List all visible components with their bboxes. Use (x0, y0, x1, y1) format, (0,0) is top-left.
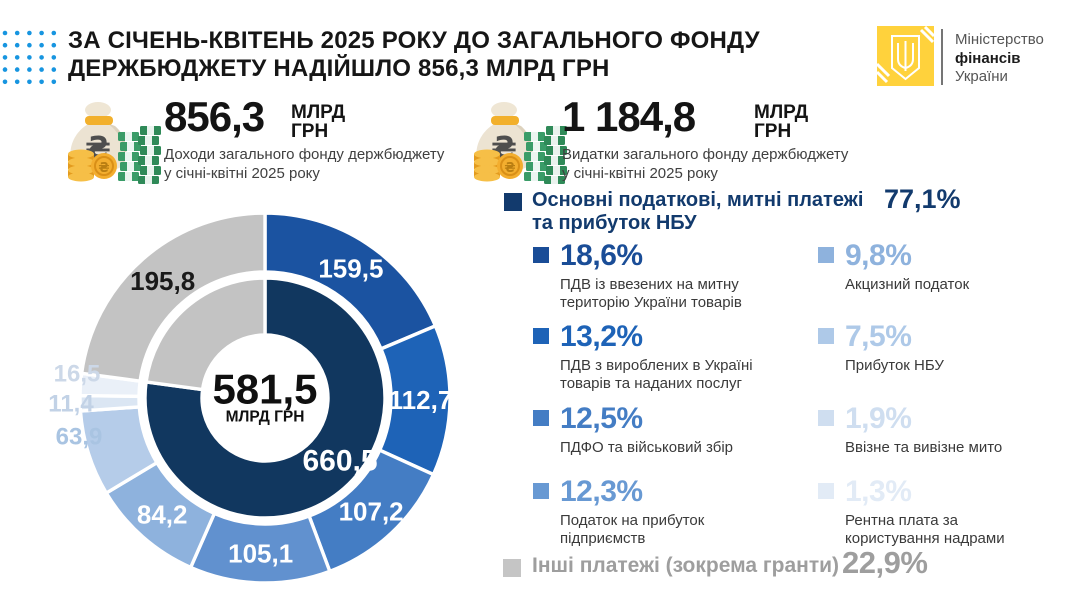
page-title-line1: ЗА СІЧЕНЬ-КВІТЕНЬ 2025 РОКУ ДО ЗАГАЛЬНОГ… (68, 27, 760, 54)
page-title-line2: ДЕРЖБЮДЖЕТУ НАДІЙШЛО 856,3 МЛРД ГРН (68, 54, 610, 82)
legend-item-nbu-profit: 7,5% Прибуток НБУ (818, 321, 944, 375)
legend-header-bullet-icon (504, 193, 522, 211)
legend-bullet-icon (533, 328, 549, 344)
legend-item-vat-import: 18,6% ПДВ із ввезених на митну територію … (533, 240, 742, 311)
legend-bullet-icon (533, 247, 549, 263)
svg-text:159,5: 159,5 (318, 253, 383, 283)
svg-text:МЛРД ГРН: МЛРД ГРН (226, 409, 305, 426)
revenue-description: Доходи загального фонду держбюджету у сі… (164, 146, 445, 182)
revenue-value: 856,3 (164, 93, 265, 140)
legend-item-vat-domestic: 13,2% ПДВ з вироблених в Україні товарів … (533, 321, 753, 392)
logo-text-line3: України (955, 68, 1008, 85)
legend-header-label: Основні податкові, митні платежі та приб… (532, 189, 864, 234)
legend-footer-label: Інші платежі (зокрема гранти) (532, 554, 840, 577)
svg-text:660,5: 660,5 (302, 445, 377, 478)
money-bag-icon (466, 96, 568, 184)
svg-text:581,5: 581,5 (212, 366, 317, 413)
legend-bullet-icon (818, 410, 834, 426)
legend-footer-bullet-icon (503, 559, 521, 577)
legend-item-excise: 9,8% Акцизний податок (818, 240, 969, 294)
svg-text:107,2: 107,2 (339, 497, 404, 527)
budget-donut-chart: 159,5 112,7 107,2 105,1 84,2 63,9 11,4 16,5 195,… (48, 211, 453, 585)
legend-item-customs-duty: 1,9% Ввізне та вивізне мито (818, 403, 1002, 457)
ukraine-trident-emblem-icon (877, 26, 934, 86)
svg-text:105,1: 105,1 (228, 538, 293, 568)
svg-text:195,8: 195,8 (130, 266, 195, 296)
logo-text: Міністерство фінансів України (955, 31, 1044, 87)
legend-item-pit-military: 12,5% ПДФО та військовий збір (533, 403, 733, 457)
svg-text:63,9: 63,9 (56, 424, 103, 451)
revenue-unit: МЛРД ГРН (291, 102, 346, 142)
legend-bullet-icon (818, 483, 834, 499)
svg-text:11,4: 11,4 (48, 391, 94, 418)
legend-item-corporate-tax: 12,3% Податок на прибуток підприємств (533, 476, 704, 547)
expenditure-value: 1 184,8 (562, 93, 696, 140)
legend-footer-percent: 22,9% (842, 545, 928, 580)
expenditure-unit: МЛРД ГРН (754, 102, 809, 142)
svg-text:16,5: 16,5 (54, 361, 101, 388)
expenditure-description: Видатки загального фонду держбюджету у с… (562, 146, 849, 182)
legend-bullet-icon (533, 410, 549, 426)
money-bag-icon (60, 96, 162, 184)
blue-dots-grid-icon (2, 30, 57, 85)
legend-footer: Інші платежі (зокрема гранти) (503, 552, 839, 580)
logo-text-line2: фінансів (955, 49, 1021, 67)
logo-divider (941, 29, 943, 85)
legend-header-percent: 77,1% (884, 184, 961, 214)
legend-bullet-icon (533, 483, 549, 499)
legend-item-rent-subsoil: 1,3% Рентна плата за користування надрами (818, 476, 1005, 547)
legend-header: Основні податкові, митні платежі та приб… (504, 189, 863, 235)
logo-text-line1: Міністерство (955, 31, 1044, 48)
ministry-logo: Міністерство фінансів України (877, 26, 1077, 90)
svg-text:84,2: 84,2 (137, 500, 188, 530)
legend-bullet-icon (818, 247, 834, 263)
page-title: ЗА СІЧЕНЬ-КВІТЕНЬ 2025 РОКУ ДО ЗАГАЛЬНОГ… (68, 27, 760, 82)
svg-text:112,7: 112,7 (389, 385, 453, 415)
legend-bullet-icon (818, 328, 834, 344)
